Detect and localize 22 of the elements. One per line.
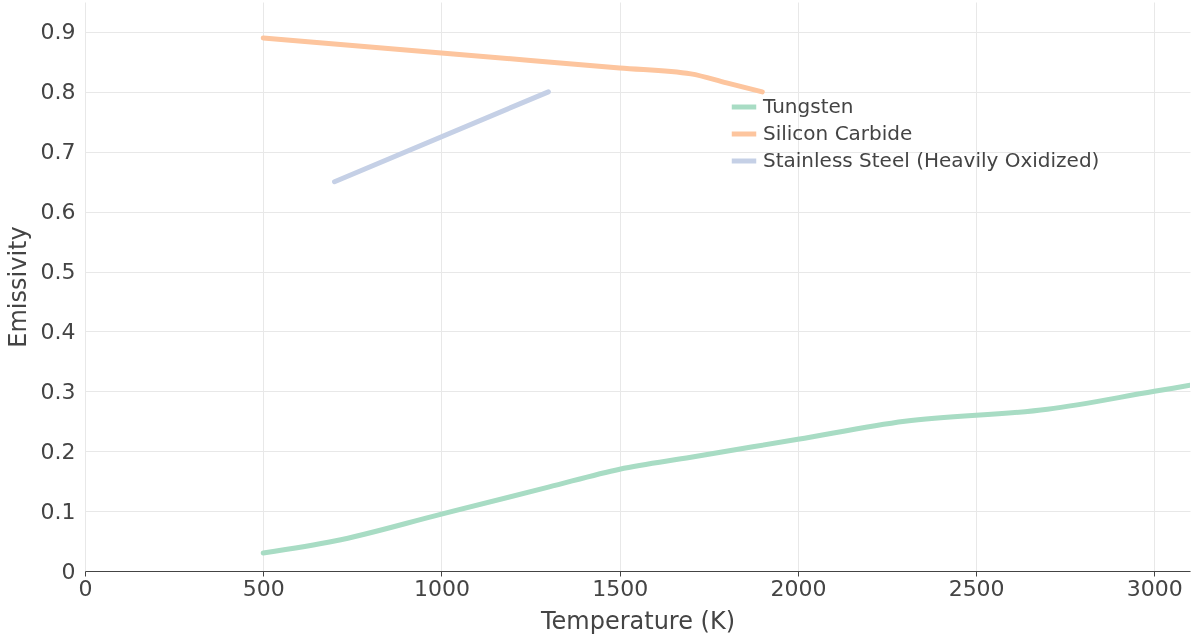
x-tick-label: 0	[78, 575, 93, 601]
y-axis-title: Emissivity	[3, 226, 32, 348]
legend-label: Silicon Carbide	[763, 121, 913, 145]
y-tick-label: 0.4	[40, 318, 76, 344]
y-tick-label: 0.7	[40, 139, 76, 165]
x-tick-label: 1500	[592, 575, 649, 601]
x-tick-label: 3000	[1126, 575, 1183, 601]
y-tick-label: 0.8	[40, 79, 76, 105]
legend-label: Tungsten	[762, 94, 854, 118]
y-tick-label: 0.2	[40, 438, 76, 464]
x-tick-label: 1000	[413, 575, 470, 601]
x-axis-title: Temperature (K)	[539, 606, 736, 635]
x-tick-label: 2500	[948, 575, 1005, 601]
y-tick-label: 0.9	[40, 19, 76, 45]
x-tick-label: 2000	[770, 575, 827, 601]
legend-label: Stainless Steel (Heavily Oxidized)	[763, 148, 1100, 172]
y-tick-label: 0.1	[40, 498, 76, 524]
y-tick-label: 0	[61, 558, 76, 584]
y-tick-label: 0.6	[40, 199, 76, 225]
x-tick-label: 500	[242, 575, 285, 601]
y-tick-label: 0.5	[40, 259, 76, 285]
y-tick-label: 0.3	[40, 378, 76, 404]
